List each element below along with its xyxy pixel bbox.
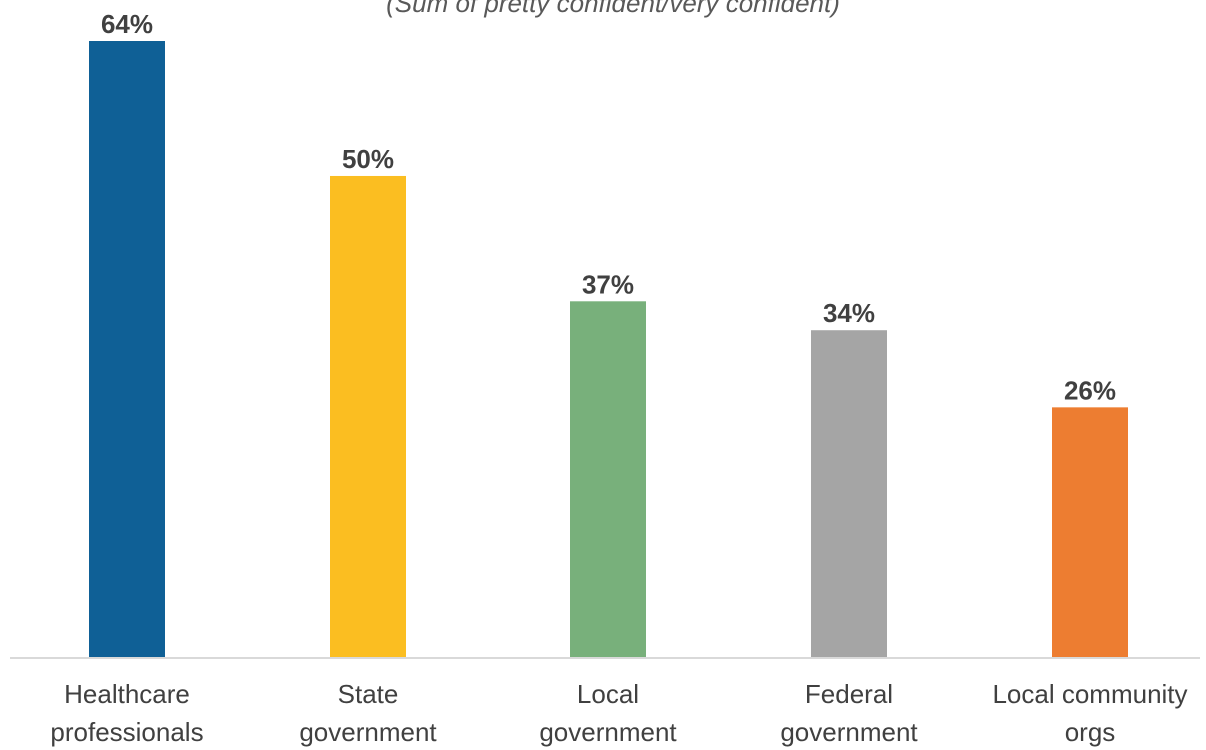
- bar-1: [89, 41, 165, 658]
- category-label-2: State government: [299, 679, 437, 747]
- data-label-1: 64%: [101, 9, 153, 39]
- bar-4: [811, 330, 887, 658]
- category-label-5: Local community orgs: [992, 679, 1187, 747]
- category-label-4: Federal government: [780, 679, 918, 747]
- bar-5: [1052, 407, 1128, 658]
- category-label-1: Healthcare professionals: [50, 679, 203, 747]
- data-label-5: 26%: [1064, 375, 1116, 405]
- chart-subtitle: (Sum of pretty confident/very confident): [386, 0, 840, 18]
- data-label-4: 34%: [823, 298, 875, 328]
- bar-3: [570, 301, 646, 658]
- data-labels-group: 64% 50% 37% 34% 26%: [101, 9, 1116, 405]
- category-labels-group: Healthcare professionals State government Lo…: [50, 679, 1187, 747]
- category-label-3: Local government: [539, 679, 677, 747]
- bar-2: [330, 175, 406, 658]
- data-label-3: 37%: [582, 269, 634, 299]
- data-label-2: 50%: [342, 144, 394, 174]
- bars-group: [89, 41, 1128, 658]
